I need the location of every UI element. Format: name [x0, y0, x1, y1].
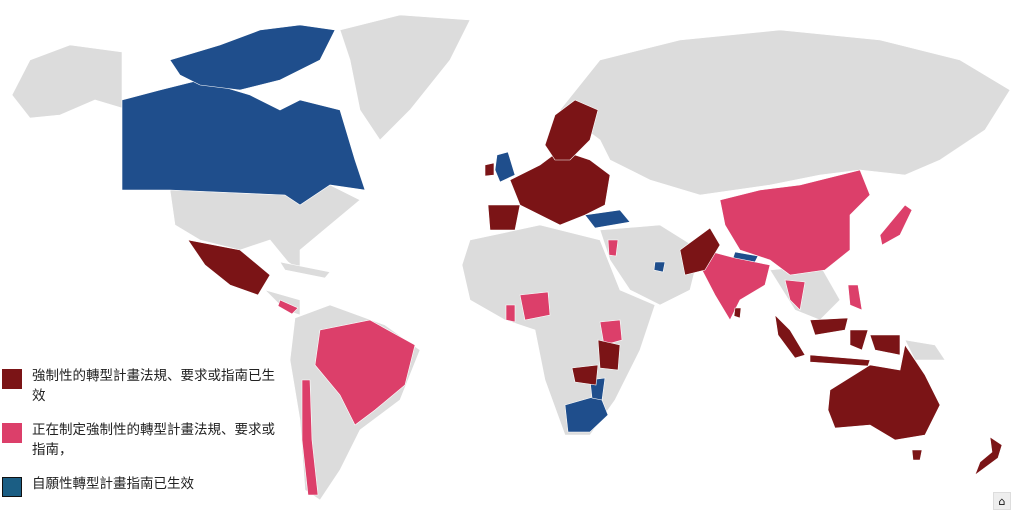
category-developing — [277, 169, 913, 496]
papua-new-guinea[interactable] — [904, 339, 946, 361]
legend-label: 正在制定強制性的轉型計畫法規、要求或指南， — [32, 422, 275, 458]
legend-label: 強制性的轉型計畫法規、要求或指南已生效 — [32, 368, 275, 404]
sri-lanka[interactable] — [733, 307, 742, 319]
nigeria[interactable] — [519, 291, 551, 321]
nordics[interactable] — [544, 99, 599, 161]
home-button[interactable]: ⌂ — [993, 492, 1011, 510]
legend-item-developing: 正在制定強制性的轉型計畫法規、要求或指南， — [0, 420, 290, 460]
legend-label: 自願性轉型計畫指南已生效 — [32, 476, 194, 492]
japan[interactable] — [879, 204, 913, 246]
legend-swatch-mandatory — [2, 369, 22, 389]
india[interactable] — [701, 249, 771, 321]
new-zealand[interactable] — [974, 436, 1003, 476]
greenland[interactable] — [339, 14, 471, 141]
zambia-zimbabwe[interactable] — [571, 364, 599, 386]
southeast-asia[interactable] — [769, 264, 841, 321]
chile[interactable] — [301, 379, 319, 496]
legend-swatch-voluntary — [2, 477, 22, 497]
ireland[interactable] — [484, 162, 495, 177]
legend-item-voluntary: 自願性轉型計畫指南已生效 — [0, 474, 290, 497]
africa[interactable] — [461, 224, 656, 436]
malaysia[interactable] — [809, 317, 849, 336]
tanzania-malawi[interactable] — [597, 339, 621, 371]
united-states[interactable] — [169, 184, 361, 271]
philippines[interactable] — [847, 284, 863, 311]
china[interactable] — [719, 169, 871, 276]
home-icon: ⌂ — [998, 494, 1006, 508]
ghana[interactable] — [505, 304, 516, 323]
central-america-caribbean[interactable] — [263, 261, 331, 316]
israel-jordan[interactable] — [607, 239, 619, 257]
canada-arctic-islands[interactable] — [169, 24, 336, 91]
middle-east[interactable] — [599, 224, 701, 306]
legend: 強制性的轉型計畫法規、要求或指南已生效 正在制定強制性的轉型計畫法規、要求或指南… — [0, 366, 290, 511]
legend-swatch-developing — [2, 423, 22, 443]
kenya[interactable] — [599, 319, 623, 346]
tasmania[interactable] — [911, 449, 923, 461]
legend-item-mandatory: 強制性的轉型計畫法規、要求或指南已生效 — [0, 366, 290, 406]
canada[interactable] — [121, 79, 366, 206]
australia[interactable] — [827, 344, 941, 441]
turkey[interactable] — [584, 209, 631, 229]
pakistan[interactable] — [679, 227, 721, 276]
united-kingdom[interactable] — [494, 151, 516, 183]
iberia[interactable] — [487, 204, 521, 231]
uae[interactable] — [653, 261, 666, 273]
russia-central-asia[interactable] — [559, 29, 1011, 196]
mexico[interactable] — [187, 239, 271, 296]
category-voluntary — [121, 24, 759, 433]
category-mandatory — [187, 99, 1003, 476]
alaska[interactable] — [11, 44, 123, 119]
thailand-vietnam[interactable] — [784, 279, 806, 311]
costa-rica-panama[interactable] — [277, 299, 299, 315]
brazil[interactable] — [314, 319, 416, 426]
